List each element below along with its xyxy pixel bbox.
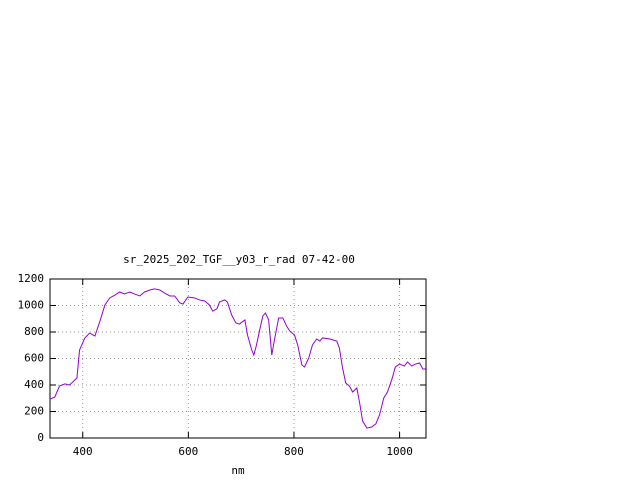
data-line: [49, 288, 426, 429]
x-tick-label: 400: [73, 445, 93, 458]
x-tick-label: 600: [178, 445, 198, 458]
y-tick-label: 0: [37, 431, 44, 444]
x-axis-label: nm: [231, 464, 245, 477]
y-tick-label: 600: [24, 352, 44, 365]
x-tick-label: 1000: [386, 445, 413, 458]
x-tick-label: 800: [284, 445, 304, 458]
y-tick-label: 400: [24, 378, 44, 391]
y-tick-label: 1000: [18, 299, 45, 312]
y-tick-label: 800: [24, 325, 44, 338]
y-tick-label: 1200: [18, 272, 45, 285]
plot-frame: [49, 278, 427, 439]
chart-title: sr_2025_202_TGF__y03_r_rad 07-42-00: [123, 253, 355, 266]
y-tick-label: 200: [24, 405, 44, 418]
